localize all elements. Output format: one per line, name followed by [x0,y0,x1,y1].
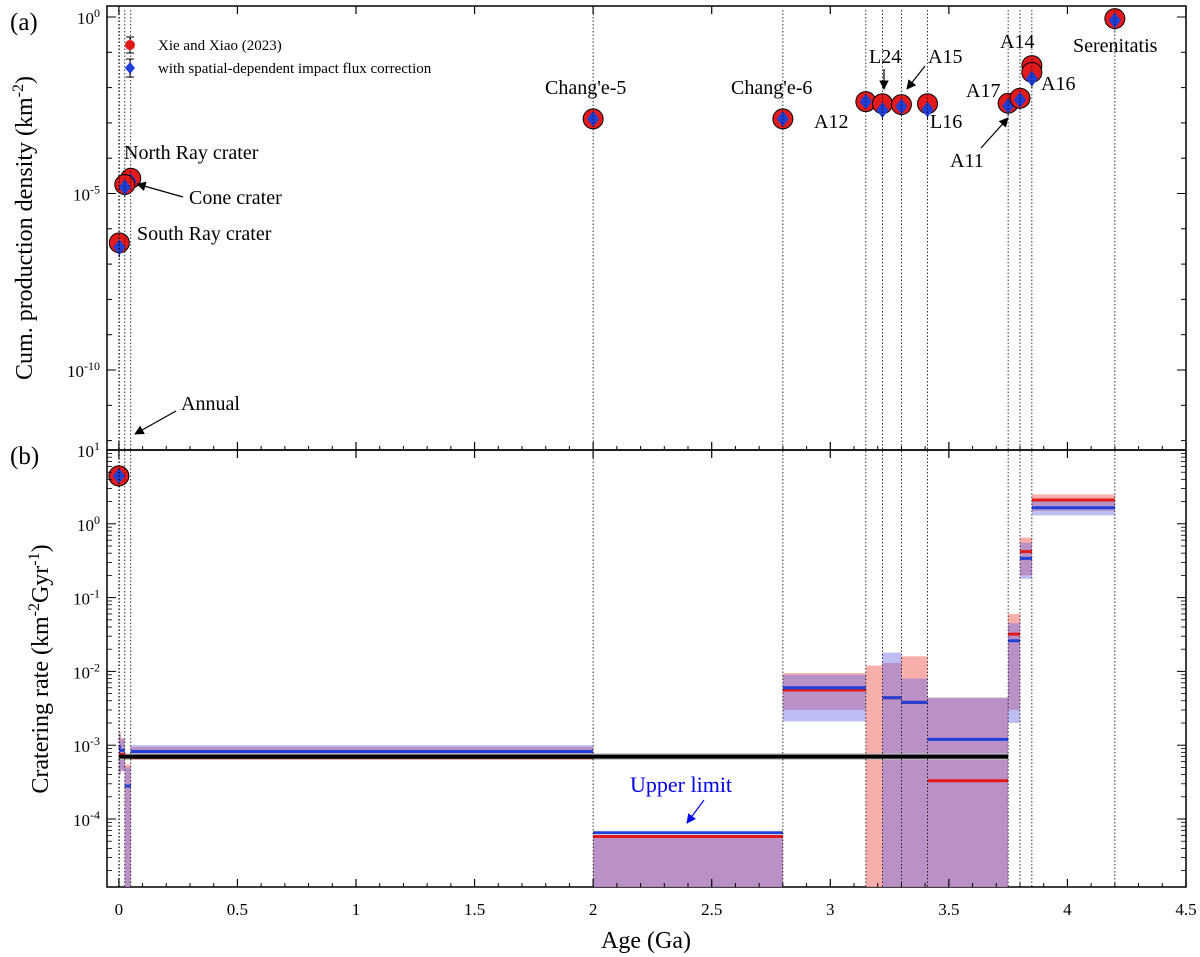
label-a11: A11 [950,150,984,172]
red-uncertainty-band-2 [124,764,131,887]
label-a14: A14 [1000,31,1034,53]
y-tick-label-a-0: 100 [77,6,100,28]
x-tick-label-7: 3.5 [938,900,959,919]
y-tick-label-a-2: 10-10 [67,359,100,381]
red-uncertainty-band-9 [927,697,1009,887]
y-tick-label-b-2: 10-1 [73,587,100,609]
y-axis-label-b: Cratering rate (km-2Gyr-1) [26,544,54,793]
label-south-ray: South Ray crater [137,223,272,245]
legend-blue-marker [125,62,135,74]
label-a12: A12 [814,111,848,133]
panel-label-b: (b) [10,443,39,470]
label-annual: Annual [181,393,240,415]
annotations-a: North Ray crater Cone crater South Ray c… [124,31,1158,435]
label-cone: Cone crater [189,187,282,209]
x-tick-label-5: 2.5 [701,900,722,919]
panel-b-frame [106,449,1187,888]
red-uncertainty-band-7 [882,662,902,887]
blue-uncertainty-band-7 [882,652,902,887]
red-uncertainty-band-6 [865,665,883,887]
red-uncertainty-band-4 [593,836,783,887]
legend-entry-red: Xie and Xiao (2023) [158,38,282,54]
label-l16: L16 [930,111,962,133]
x-axis-label: Age (Ga) [601,928,691,954]
blue-point-8 [895,98,908,115]
y-tick-label-b-3: 10-2 [73,660,100,682]
red-uncertainty-band-8 [901,656,928,887]
blue-uncertainty-band-2 [124,767,131,887]
y-tick-label-b-0: 101 [77,439,100,461]
blue-uncertainty-band-5 [782,674,866,722]
y-tick-label-b-4: 10-3 [73,734,100,756]
y-tick-label-b-1: 100 [77,513,100,535]
label-upper-limit: Upper limit [630,772,732,797]
upper-limit-arrow [686,799,705,824]
blue-point-13 [1025,70,1038,87]
red-uncertainty-band-11 [1020,537,1032,576]
label-serenitatis: Serenitatis [1073,35,1158,57]
x-tick-label-1: 0.5 [227,900,248,919]
label-north-ray: North Ray crater [124,142,259,164]
blue-point-1 [113,239,126,256]
legend: Xie and Xiao (2023) with spatial-depende… [125,36,432,78]
x-tick-label-4: 2 [589,900,598,919]
x-tick-label-6: 3 [826,900,835,919]
blue-uncertainty-band-11 [1020,542,1032,579]
blue-point-14 [1108,12,1121,29]
label-a15: A15 [928,46,962,68]
panel-label-a: (a) [10,9,38,36]
blue-point-11 [1014,91,1026,108]
x-tick-label-8: 4 [1063,900,1072,919]
y-tick-label-b-5: 10-4 [73,808,100,830]
x-tick-label-9: 4.5 [1175,900,1196,919]
panel-b-plot [118,494,1115,887]
legend-entry-blue: with spatial-dependent impact flux corre… [158,61,432,77]
blue-uncertainty-band-10 [1008,623,1020,723]
blue-point-7 [876,102,889,119]
label-a16: A16 [1041,73,1075,95]
x-tick-label-0: 0 [115,900,124,919]
label-l24: L24 [869,46,901,68]
y-tick-label-a-1: 10-5 [73,183,100,205]
axes: 0 0.5 1 1.5 2 2.5 3 3.5 4 4.5 100 10-5 10-10 101 100 10… [67,6,1197,919]
label-change5: Chang'e-5 [545,77,626,99]
y-axis-label-a: Cum. production density (km-2) [10,76,38,380]
label-change6: Chang'e-6 [731,77,812,99]
x-tick-label-2: 1 [352,900,361,919]
legend-red-marker [125,40,135,50]
x-tick-label-3: 1.5 [464,900,485,919]
blue-uncertainty-band-9 [927,697,1009,887]
red-uncertainty-band-10 [1008,613,1020,710]
red-uncertainty-band-5 [782,673,866,710]
blue-uncertainty-band-8 [901,678,928,887]
label-a17: A17 [966,80,1000,102]
blue-uncertainty-band-4 [593,836,783,887]
blue-point-3 [118,179,131,196]
